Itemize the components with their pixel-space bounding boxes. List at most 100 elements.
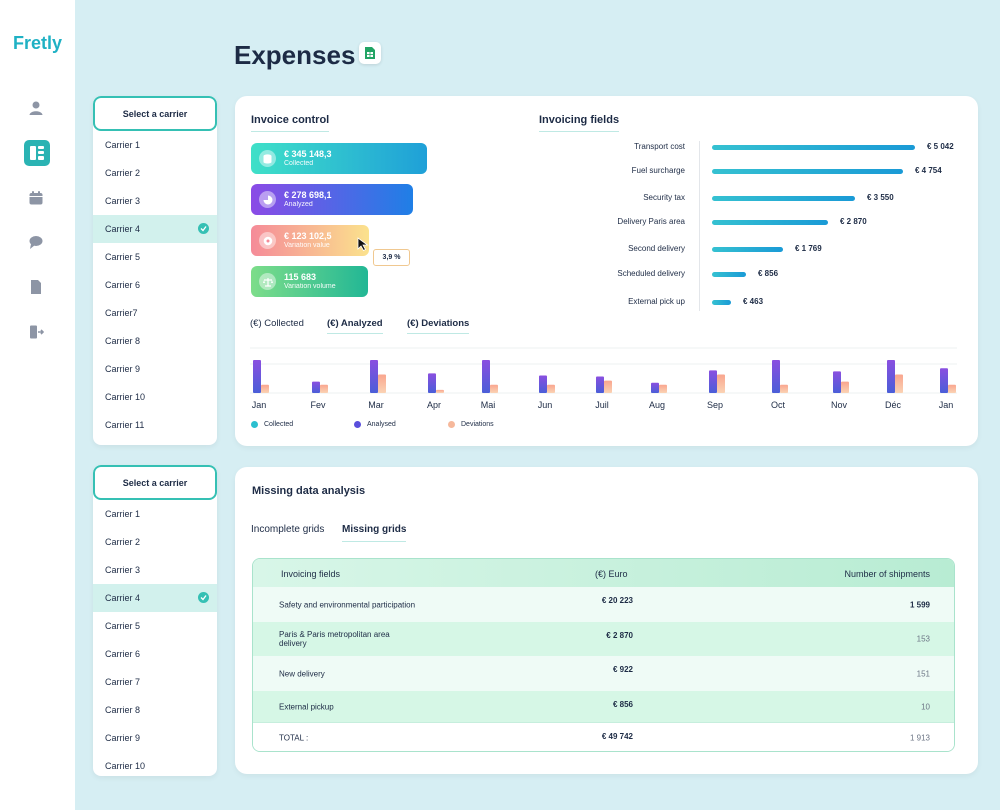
- spreadsheet-icon[interactable]: [359, 42, 381, 64]
- invoicing-field-row[interactable]: Scheduled delivery € 856: [560, 268, 980, 282]
- column-header-euro[interactable]: (€) Euro: [595, 569, 628, 579]
- table-row[interactable]: Safety and environmental participation € …: [253, 587, 954, 622]
- carrier-item[interactable]: Carrier 10: [93, 752, 217, 776]
- bar-analysed[interactable]: [887, 360, 895, 393]
- bar-analysed[interactable]: [651, 382, 659, 393]
- bar-analysed[interactable]: [312, 381, 320, 393]
- tab-collected[interactable]: (€) Collected: [250, 318, 304, 329]
- carrier-item[interactable]: Carrier 11: [93, 411, 217, 439]
- invoicing-field-row[interactable]: Transport cost € 5 042: [560, 141, 980, 155]
- carrier-select-dropdown[interactable]: Select a carrier: [93, 96, 217, 131]
- bar-analysed[interactable]: [940, 368, 948, 393]
- bar-analysed[interactable]: [596, 376, 604, 394]
- app-logo[interactable]: Fretly: [13, 33, 63, 53]
- invoicing-field-row[interactable]: Delivery Paris area € 2 870: [560, 216, 980, 230]
- carrier-item[interactable]: Carrier 10: [93, 383, 217, 411]
- bar-deviations[interactable]: [948, 384, 956, 393]
- calendar-icon[interactable]: [24, 186, 48, 210]
- table-row[interactable]: External pickup € 856 10: [253, 691, 954, 722]
- bar-analysed[interactable]: [253, 360, 261, 393]
- cell-field: New delivery: [279, 669, 325, 678]
- bar-deviations[interactable]: [378, 374, 386, 393]
- bar-deviations[interactable]: [320, 384, 328, 393]
- bar-deviations[interactable]: [717, 374, 725, 393]
- bar-deviations[interactable]: [490, 384, 498, 393]
- invoicing-field-label: Delivery Paris area: [617, 217, 685, 226]
- carrier-item[interactable]: Carrier 5: [93, 612, 217, 640]
- bar-deviations[interactable]: [604, 380, 612, 393]
- user-icon[interactable]: [24, 96, 48, 120]
- bar-deviations[interactable]: [895, 374, 903, 393]
- dashboard-icon[interactable]: [24, 140, 50, 166]
- table-header: Invoicing fields (€) Euro Number of ship…: [253, 559, 954, 587]
- tab-analyzed[interactable]: (€) Analyzed: [327, 318, 383, 334]
- carrier-item[interactable]: Carrier 9: [93, 355, 217, 383]
- tab-missing-grids[interactable]: Missing grids: [342, 524, 407, 542]
- invoicing-field-row[interactable]: Security tax € 3 550: [560, 192, 980, 206]
- carrier-item[interactable]: Carrier 4: [93, 215, 217, 243]
- metric-variation-value[interactable]: € 123 102,5 Variation value: [251, 225, 369, 256]
- invoicing-field-value: € 856: [758, 269, 779, 278]
- table-row[interactable]: Paris & Paris metropolitan area delivery…: [253, 622, 954, 656]
- bar-deviations[interactable]: [659, 384, 667, 393]
- carrier-item[interactable]: Carrier 8: [93, 696, 217, 724]
- bar-deviations[interactable]: [780, 384, 788, 393]
- bar-analysed[interactable]: [709, 370, 717, 393]
- bar-deviations[interactable]: [841, 381, 849, 393]
- carrier-item[interactable]: Carrier 3: [93, 556, 217, 584]
- metric-collected[interactable]: € 345 148,3 Collected: [251, 143, 427, 174]
- bar-analysed[interactable]: [539, 375, 547, 393]
- carrier-item[interactable]: Carrier 3: [93, 187, 217, 215]
- carrier-select-dropdown[interactable]: Select a carrier: [93, 465, 217, 500]
- invoicing-field-label: Second delivery: [628, 244, 685, 253]
- legend-label: Deviations: [461, 421, 494, 428]
- tab-deviations[interactable]: (€) Deviations: [407, 318, 470, 334]
- carrier-item[interactable]: Carrier 1: [93, 131, 217, 159]
- invoicing-field-label: Fuel surcharge: [631, 166, 685, 175]
- invoicing-field-row[interactable]: Second delivery € 1 769: [560, 243, 980, 257]
- legend-deviations: Deviations: [448, 421, 494, 428]
- chat-icon[interactable]: [24, 230, 48, 254]
- carrier-item[interactable]: Carrier 2: [93, 159, 217, 187]
- bar-analysed[interactable]: [833, 371, 841, 393]
- carrier-item[interactable]: Carrier7: [93, 299, 217, 327]
- scale-icon: [259, 273, 276, 290]
- metric-variation-volume[interactable]: 115 683 Variation volume: [251, 266, 368, 297]
- table-row[interactable]: New delivery € 922 151: [253, 656, 954, 691]
- carrier-item[interactable]: Carrier 2: [93, 528, 217, 556]
- carrier-label: Carrier 1: [105, 509, 141, 519]
- bar-deviations[interactable]: [436, 389, 444, 393]
- bar-analysed[interactable]: [482, 360, 490, 393]
- cell-field: TOTAL :: [279, 733, 309, 743]
- bar-deviations[interactable]: [261, 384, 269, 393]
- carrier-item[interactable]: Carrier 7: [93, 668, 217, 696]
- metric-value: € 123 102,5: [284, 231, 332, 241]
- tab-incomplete-grids[interactable]: Incomplete grids: [251, 524, 325, 535]
- metric-analyzed[interactable]: € 278 698,1 Analyzed: [251, 184, 413, 215]
- carrier-item[interactable]: Carrier 4: [93, 584, 217, 612]
- carrier-item[interactable]: Carrier 5: [93, 243, 217, 271]
- x-tick-label: Juil: [595, 400, 609, 410]
- carrier-item[interactable]: Carrier 9: [93, 724, 217, 752]
- carrier-item[interactable]: Carrier 8: [93, 327, 217, 355]
- bar-analysed[interactable]: [428, 373, 436, 393]
- bar-analysed[interactable]: [772, 360, 780, 393]
- bar-deviations[interactable]: [547, 384, 555, 393]
- carrier-item[interactable]: Carrier 1: [93, 500, 217, 528]
- carrier-item[interactable]: Carrier 6: [93, 640, 217, 668]
- x-tick-label: Apr: [427, 400, 441, 410]
- carrier-label: Carrier7: [105, 308, 138, 318]
- monthly-bar-chart: Jan Fev Mar Apr Mai Jun Juil Aug Sep Oct Nov Déc Jan: [250, 347, 957, 410]
- carrier-label: Carrier 2: [105, 168, 141, 178]
- bar-analysed[interactable]: [370, 360, 378, 393]
- column-header-fields[interactable]: Invoicing fields: [281, 569, 341, 579]
- invoicing-field-row[interactable]: Fuel surcharge € 4 754: [560, 165, 980, 179]
- check-icon: [198, 223, 209, 234]
- document-icon[interactable]: [24, 275, 48, 299]
- carrier-item[interactable]: Carrier 6: [93, 271, 217, 299]
- logout-icon[interactable]: [24, 320, 48, 344]
- column-header-shipments[interactable]: Number of shipments: [844, 569, 930, 579]
- table-total-row[interactable]: TOTAL : € 49 742 1 913: [253, 722, 954, 751]
- invoicing-field-row[interactable]: External pick up € 463: [560, 296, 980, 310]
- carrier-label: Carrier 9: [105, 733, 141, 743]
